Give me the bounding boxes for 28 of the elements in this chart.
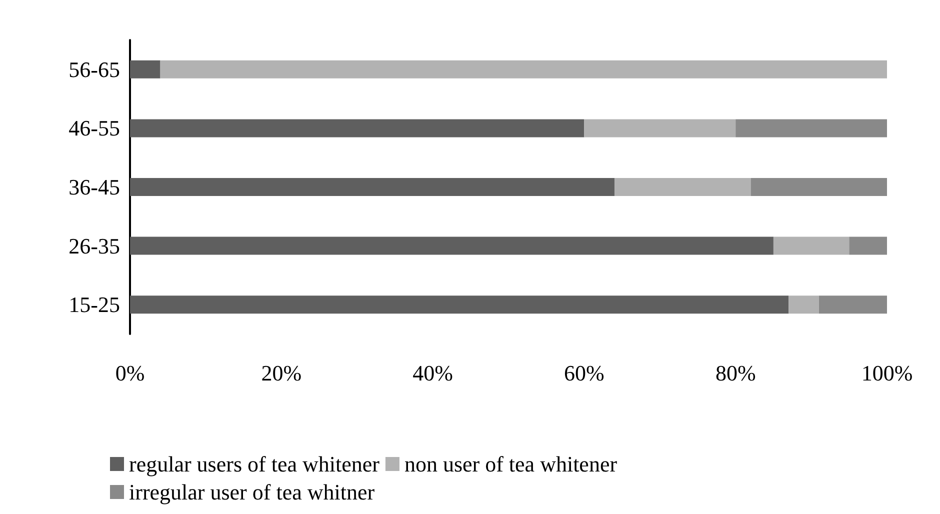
bar — [130, 119, 584, 138]
bar — [614, 178, 751, 196]
bar — [130, 296, 789, 314]
y-tick-label: 26-35 — [68, 233, 120, 258]
legend-label: non user of tea whitener — [404, 452, 618, 476]
bar — [818, 296, 887, 314]
bar — [160, 60, 887, 78]
x-tick-label: 100% — [861, 360, 913, 386]
y-tick-label: 56-65 — [68, 56, 120, 82]
y-tick-label: 36-45 — [68, 174, 120, 200]
x-tick-label: 40% — [412, 360, 453, 386]
bar — [750, 178, 887, 196]
bar — [130, 60, 160, 78]
y-tick-label: 46-55 — [68, 116, 120, 141]
y-tick-label: 15-25 — [68, 292, 120, 318]
bar — [130, 236, 774, 255]
bar — [584, 119, 736, 138]
bar — [773, 236, 850, 255]
x-tick-label: 0% — [115, 360, 145, 386]
x-tick-label: 60% — [564, 360, 604, 386]
legend-label: irregular user of tea whitner — [129, 480, 376, 504]
bar — [736, 119, 887, 138]
x-tick-label: 80% — [715, 360, 756, 386]
x-tick-label: 20% — [261, 360, 302, 386]
bar — [849, 236, 887, 255]
bar — [788, 296, 819, 314]
legend-label: regular users of tea whitener — [129, 452, 380, 476]
bar — [130, 178, 614, 196]
